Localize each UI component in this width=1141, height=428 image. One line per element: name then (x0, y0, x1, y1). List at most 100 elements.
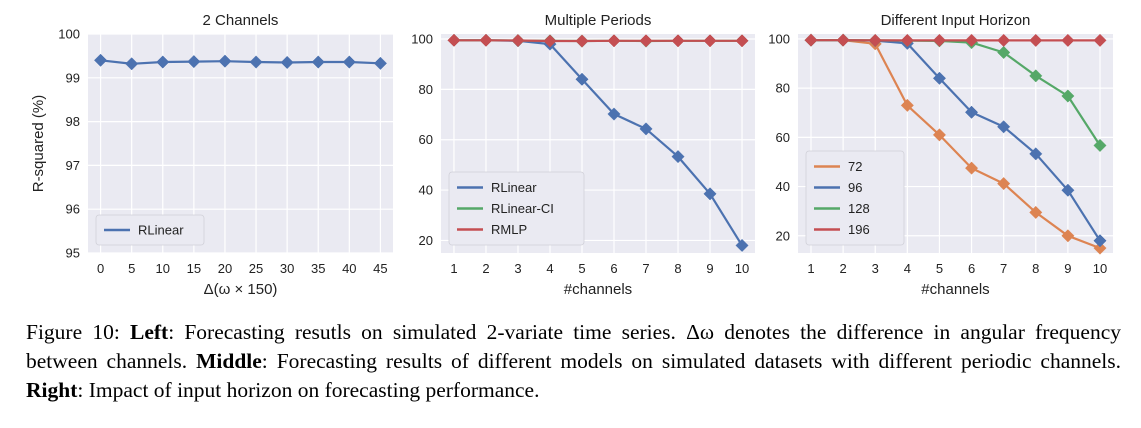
x-axis-label: Δ(ω × 150) (204, 281, 278, 298)
x-tick-label: 6 (968, 261, 975, 276)
x-tick-label: 5 (936, 261, 943, 276)
data-point (735, 238, 749, 253)
data-point (125, 57, 139, 71)
legend-box (805, 150, 905, 246)
legend: RLinear RLinear-CI RMLP (448, 171, 585, 246)
x-tick-label: 8 (674, 261, 681, 276)
x-tick-label: 2 (839, 261, 846, 276)
x-tick-label: 7 (1000, 261, 1007, 276)
data-point (1093, 234, 1107, 248)
data-point (965, 161, 979, 175)
caption-left-text: : Forecasting resutls on simulated 2-var… (26, 320, 1121, 373)
data-point (311, 55, 325, 69)
data-point (1029, 33, 1043, 47)
data-point (218, 54, 232, 68)
chart-panel-1: 95 96 97 98 99 100 0 5 10 15 20 25 30 35 40 45 2 Channel… (30, 12, 393, 298)
legend: RLinear (95, 214, 205, 246)
data-point (997, 45, 1011, 60)
legend-box (448, 171, 585, 246)
legend-entry: RMLP (491, 222, 527, 237)
x-tick-label: 9 (706, 261, 713, 276)
data-point (1093, 138, 1107, 153)
data-point (187, 55, 201, 69)
y-tick-label: 80 (419, 82, 433, 97)
data-point (249, 55, 263, 69)
series-line (811, 39, 1101, 250)
series-line (100, 59, 381, 65)
caption-middle-text: : Forecasting results of different model… (261, 349, 1122, 373)
data-point (932, 128, 946, 142)
data-point (1061, 183, 1075, 197)
x-tick-label: 1 (807, 261, 814, 276)
series-line (454, 39, 742, 43)
y-tick-label: 97 (66, 158, 80, 173)
series-RMLP (447, 33, 749, 48)
caption-right-text: : Impact of input horizon on forecasting… (77, 378, 540, 402)
caption-left-label: Left (129, 320, 169, 344)
legend-entry: 128 (848, 201, 870, 216)
data-point (511, 33, 525, 48)
legend-entry: RLinear (491, 180, 537, 195)
x-axis-label: #channels (921, 281, 989, 298)
x-tick-label: 0 (97, 261, 104, 276)
data-point (94, 53, 108, 67)
data-point (965, 33, 979, 47)
chart-panel-2: 20 40 60 80 100 1 2 3 4 5 6 7 8 9 10 Multiple Periods #c… (411, 12, 755, 298)
y-tick-label: 40 (776, 179, 790, 194)
data-point (607, 107, 621, 121)
data-point (735, 34, 749, 48)
data-point (156, 55, 170, 69)
x-tick-label: 20 (218, 261, 232, 276)
y-tick-label: 60 (776, 130, 790, 145)
legend-entry: 96 (848, 180, 862, 195)
series-RLinear (94, 53, 387, 71)
legend-entry: RLinear-CI (491, 201, 554, 216)
x-tick-label: 8 (1032, 261, 1039, 276)
x-tick-label: 5 (578, 261, 585, 276)
data-point (997, 177, 1011, 191)
legend: 72 96 128 196 (805, 150, 905, 246)
legend-box (95, 214, 205, 246)
data-point (639, 122, 653, 136)
data-point (997, 33, 1011, 47)
data-point (932, 71, 946, 85)
data-point (575, 34, 589, 48)
y-tick-label: 60 (419, 132, 433, 147)
data-point (342, 55, 356, 69)
data-point (479, 33, 493, 47)
data-point (671, 34, 685, 48)
x-tick-label: 35 (311, 261, 325, 276)
x-tick-label: 1 (450, 261, 457, 276)
y-axis-label: R-squared (%) (30, 95, 47, 193)
data-point (639, 34, 653, 48)
data-point (575, 72, 589, 86)
x-tick-label: 10 (1093, 261, 1107, 276)
data-point (1029, 147, 1043, 161)
data-point (900, 33, 914, 47)
x-tick-label: 3 (872, 261, 879, 276)
chart-title: Multiple Periods (545, 12, 652, 29)
caption-right-label: Right (26, 378, 78, 402)
legend-entry: RLinear (138, 223, 184, 238)
data-point (804, 33, 818, 47)
caption-middle-label: Middle (196, 349, 262, 373)
data-point (965, 105, 979, 119)
data-point (868, 33, 882, 47)
data-point (932, 33, 946, 47)
series-196 (804, 33, 1107, 47)
x-tick-label: 4 (546, 261, 553, 276)
x-tick-label: 3 (514, 261, 521, 276)
chart-title: Different Input Horizon (881, 12, 1031, 29)
x-tick-label: 45 (373, 261, 387, 276)
y-tick-label: 98 (66, 114, 80, 129)
data-point (1093, 33, 1107, 47)
x-tick-label: 5 (128, 261, 135, 276)
x-tick-label: 40 (342, 261, 356, 276)
x-tick-label: 6 (610, 261, 617, 276)
y-tick-label: 20 (419, 233, 433, 248)
y-tick-label: 100 (58, 27, 80, 42)
x-tick-label: 7 (642, 261, 649, 276)
data-point (1029, 69, 1043, 83)
data-point (1093, 241, 1107, 255)
